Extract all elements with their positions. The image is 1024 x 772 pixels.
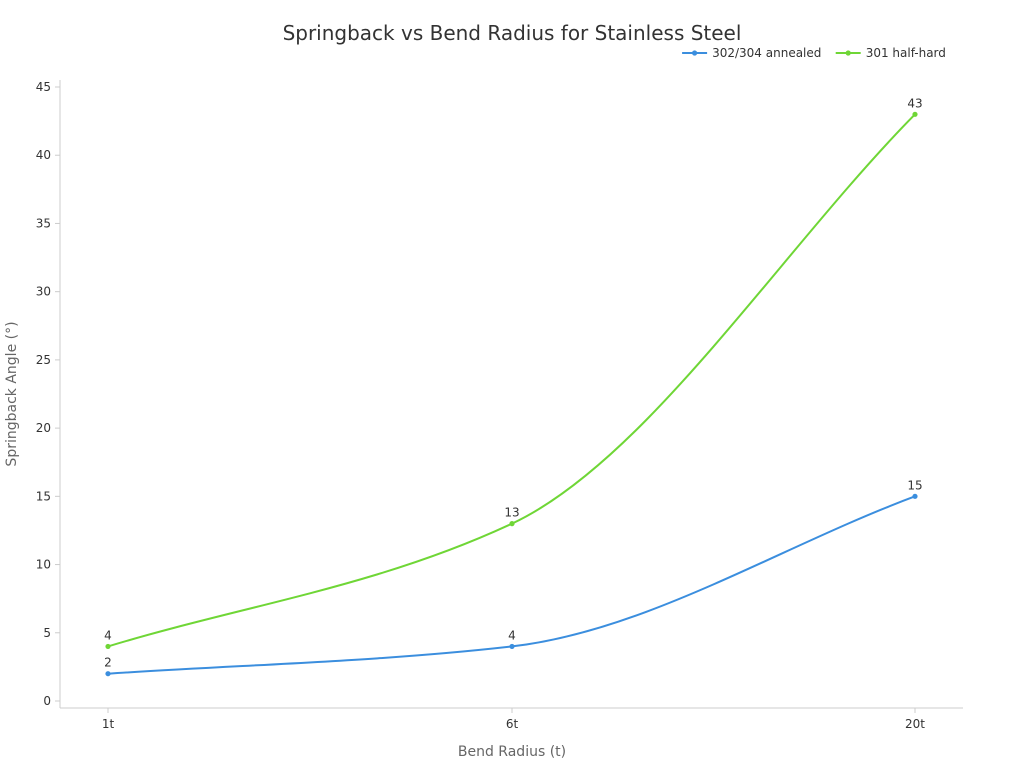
series-1: 4 13 43 xyxy=(104,96,923,650)
y-tick-label: 35 xyxy=(36,216,51,230)
legend-marker-icon xyxy=(692,50,698,56)
y-tick-label: 15 xyxy=(36,489,51,503)
x-tick-label: 6t xyxy=(506,717,519,731)
data-label: 15 xyxy=(907,478,922,492)
y-tick-label: 25 xyxy=(36,353,51,367)
y-axis-ticks: 0 5 10 15 20 25 30 35 40 45 xyxy=(36,80,60,708)
data-label: 4 xyxy=(104,628,112,642)
legend-item[interactable]: 302/304 annealed xyxy=(682,46,821,60)
data-label: 43 xyxy=(907,96,922,110)
data-label: 13 xyxy=(504,506,519,520)
series-line xyxy=(107,113,916,648)
y-tick-label: 20 xyxy=(36,421,51,435)
data-point[interactable] xyxy=(509,521,515,527)
data-point[interactable] xyxy=(912,111,918,117)
x-axis-label: Bend Radius (t) xyxy=(458,744,566,760)
y-tick-label: 40 xyxy=(36,148,51,162)
x-axis-ticks: 1t 6t 20t xyxy=(102,708,925,731)
data-point[interactable] xyxy=(912,493,918,499)
series-0: 2 4 15 xyxy=(104,478,923,677)
legend: 302/304 annealed 301 half-hard xyxy=(682,46,946,60)
y-tick-label: 45 xyxy=(36,80,51,94)
y-tick-label: 0 xyxy=(43,694,51,708)
x-tick-label: 20t xyxy=(905,717,925,731)
data-label: 2 xyxy=(104,656,112,670)
y-axis-label: Springback Angle (°) xyxy=(4,321,20,466)
chart-title: Springback vs Bend Radius for Stainless … xyxy=(283,21,742,45)
x-tick-label: 1t xyxy=(102,717,115,731)
series-layer: 2 4 15 4 13 43 xyxy=(104,96,923,677)
legend-marker-icon xyxy=(845,50,851,56)
y-tick-label: 5 xyxy=(43,626,51,640)
data-point[interactable] xyxy=(105,671,111,677)
data-point[interactable] xyxy=(105,643,111,650)
legend-item[interactable]: 301 half-hard xyxy=(835,46,946,60)
data-point[interactable] xyxy=(509,643,515,650)
data-label: 4 xyxy=(508,628,516,642)
legend-label: 302/304 annealed xyxy=(712,46,821,60)
y-tick-label: 30 xyxy=(36,285,51,299)
axes xyxy=(59,80,963,709)
legend-label: 301 half-hard xyxy=(866,46,946,60)
y-tick-label: 10 xyxy=(36,558,51,572)
